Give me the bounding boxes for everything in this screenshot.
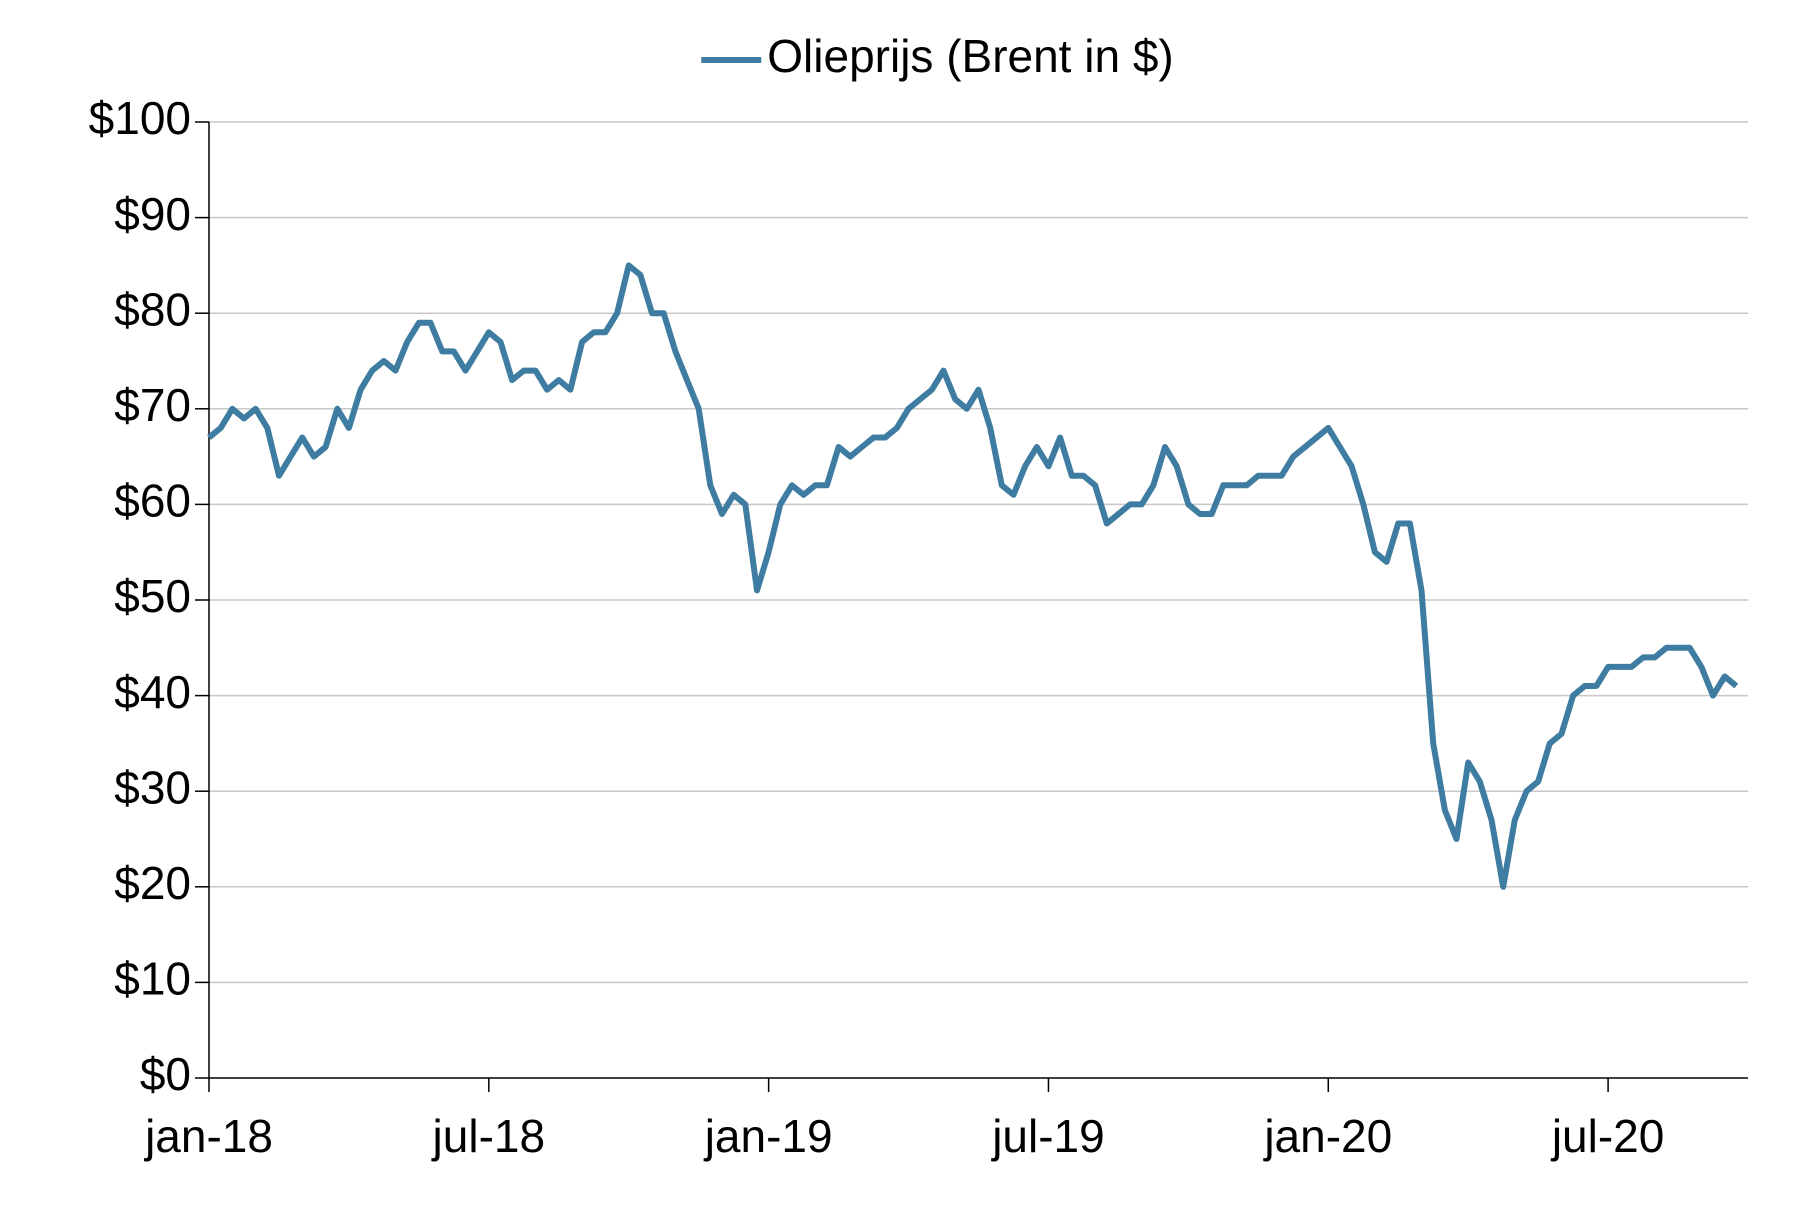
y-tick-label: $30 <box>114 761 191 813</box>
x-tick-label: jan-18 <box>143 1110 273 1162</box>
y-tick-label: $20 <box>114 857 191 909</box>
y-tick-label: $50 <box>114 570 191 622</box>
x-tick-label: jul-20 <box>1550 1110 1665 1162</box>
x-tick-label: jan-20 <box>1262 1110 1392 1162</box>
y-tick-label: $0 <box>140 1048 191 1100</box>
y-tick-label: $80 <box>114 283 191 335</box>
x-tick-label: jan-19 <box>703 1110 833 1162</box>
y-tick-label: $40 <box>114 666 191 718</box>
x-tick-label: jul-18 <box>431 1110 546 1162</box>
legend-label: Olieprijs (Brent in $) <box>767 30 1173 82</box>
line-series <box>207 262 1739 890</box>
y-tick-label: $100 <box>89 92 191 144</box>
y-tick-label: $60 <box>114 475 191 527</box>
y-tick-label: $90 <box>114 188 191 240</box>
y-tick-label: $10 <box>114 953 191 1005</box>
y-tick-label: $70 <box>114 379 191 431</box>
x-tick-label: jul-19 <box>990 1110 1105 1162</box>
